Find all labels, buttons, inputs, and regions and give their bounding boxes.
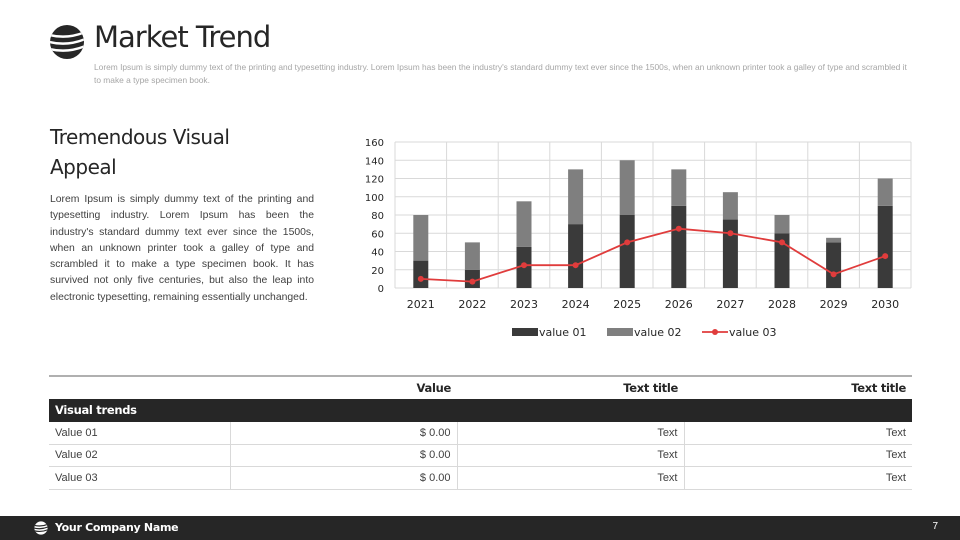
y-tick-label: 0 (378, 284, 384, 295)
page-subtitle: Lorem Ipsum is simply dummy text of the … (94, 62, 907, 85)
table-row: Value 03 $ 0.00 Text Text (49, 466, 912, 490)
page-number: 7 (932, 521, 938, 532)
row-text: Text (683, 421, 912, 445)
line-point (727, 230, 734, 237)
x-tick-label: 2029 (820, 298, 848, 311)
table-row: Value 01 $ 0.00 Text Text (49, 421, 912, 445)
legend-swatch (512, 328, 538, 336)
bar-value-02 (877, 178, 893, 206)
y-tick-label: 120 (365, 175, 384, 186)
bar-value-02 (619, 160, 635, 215)
row-text: Text (456, 421, 684, 445)
row-text: Text (683, 444, 912, 467)
y-tick-label: 140 (365, 156, 384, 167)
table-header-value: Value (230, 375, 457, 399)
legend-swatch (607, 328, 633, 336)
row-label: Value 01 (49, 421, 230, 445)
row-label: Value 02 (49, 444, 230, 467)
bar-value-01 (826, 242, 842, 288)
table-row: Value 02 $ 0.00 Text Text (49, 444, 912, 467)
legend-label: value 01 (539, 326, 587, 339)
line-point (417, 275, 424, 282)
table-group-row: Visual trends (49, 398, 912, 422)
y-tick-label: 60 (371, 229, 384, 240)
x-tick-label: 2022 (458, 298, 486, 311)
line-point (469, 278, 476, 285)
line-point (624, 239, 631, 246)
page-title: Market Trend (94, 20, 271, 54)
bar-value-02 (774, 215, 790, 234)
footer-company-name: Your Company Name (55, 521, 179, 534)
x-tick-label: 2030 (871, 298, 899, 311)
row-value: $ 0.00 (229, 466, 457, 490)
row-text: Text (456, 466, 684, 490)
bar-value-02 (826, 237, 842, 243)
y-tick-label: 100 (365, 193, 384, 204)
legend-label: value 02 (634, 326, 682, 339)
y-tick-label: 40 (371, 248, 384, 259)
table-group-label: Visual trends (49, 398, 912, 422)
legend-swatch-marker (712, 329, 718, 335)
row-text: Text (683, 466, 912, 490)
visual-trends-table: Value Text title Text title Visual trend… (49, 375, 912, 490)
bar-value-02 (671, 169, 687, 206)
globe-logo-icon (50, 25, 84, 59)
x-tick-label: 2026 (665, 298, 693, 311)
table-header-text-title-2: Text title (684, 375, 912, 399)
bar-value-01 (671, 205, 687, 288)
line-value-03 (420, 227, 886, 283)
section-heading: Tremendous Visual Appeal (50, 125, 230, 179)
footer-bar: Your Company Name 7 (0, 516, 960, 540)
y-tick-label: 80 (371, 211, 384, 222)
y-tick-label: 160 (365, 138, 384, 149)
row-value: $ 0.00 (229, 421, 457, 445)
x-tick-label: 2027 (716, 298, 744, 311)
row-value: $ 0.00 (229, 444, 457, 467)
line-point (882, 253, 889, 260)
line-point (830, 271, 837, 278)
globe-logo-icon (34, 521, 48, 535)
bar-value-01 (877, 205, 893, 288)
bar-value-02 (568, 169, 584, 225)
bar-value-02 (464, 242, 480, 270)
line-point (675, 225, 682, 232)
y-tick-label: 20 (371, 266, 384, 277)
row-text: Text (456, 444, 684, 467)
bar-value-02 (413, 215, 429, 261)
market-trend-chart: 0 20 40 60 80 100 120 140 160 2021 2022 2023 2024 202… (365, 138, 912, 339)
line-point (572, 262, 579, 269)
line-point (521, 262, 527, 269)
x-tick-label: 2024 (562, 298, 590, 311)
x-tick-label: 2025 (613, 298, 641, 311)
bar-value-01 (774, 233, 790, 288)
row-label: Value 03 (49, 466, 230, 490)
bar-value-02 (516, 201, 532, 247)
x-tick-label: 2021 (407, 298, 435, 311)
table-header-blank (49, 375, 230, 399)
table-header-text-title-1: Text title (457, 375, 684, 399)
x-tick-label: 2028 (768, 298, 796, 311)
bar-value-02 (722, 192, 738, 220)
bar-value-01 (722, 219, 738, 288)
bar-value-01 (619, 215, 635, 288)
section-body: Lorem Ipsum is simply dummy text of the … (50, 194, 314, 303)
bar-value-01 (413, 260, 429, 288)
x-tick-label: 2023 (510, 298, 538, 311)
line-point (779, 239, 785, 246)
bar-value-01 (568, 224, 584, 288)
legend-label: value 03 (729, 326, 777, 339)
table-header-row: Value Text title Text title (49, 375, 912, 399)
